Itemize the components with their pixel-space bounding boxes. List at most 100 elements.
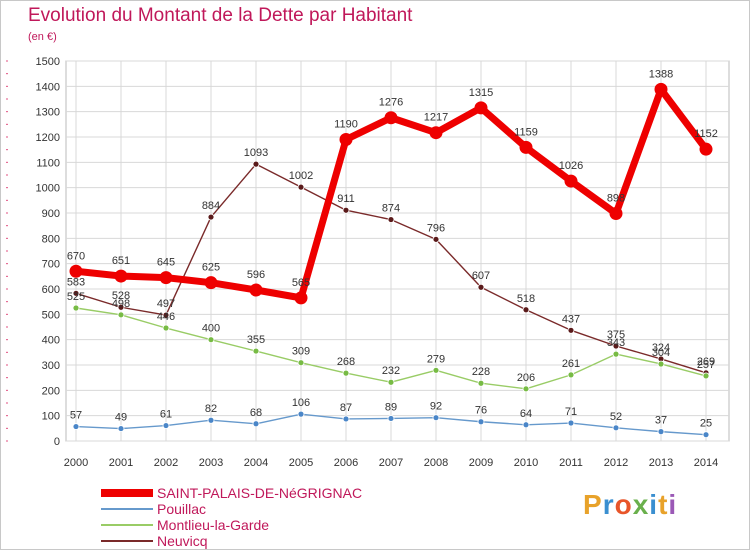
data-point xyxy=(477,418,485,426)
x-tick-label: 2002 xyxy=(154,457,178,469)
legend-label: Montlieu-la-Garde xyxy=(157,517,270,533)
data-label: 269 xyxy=(697,356,715,368)
legend-swatch xyxy=(101,524,153,526)
data-point xyxy=(567,326,575,334)
y-tick-label: 1200 xyxy=(36,132,60,144)
data-label: 89 xyxy=(385,401,397,413)
data-label: 796 xyxy=(427,222,445,234)
data-label: 76 xyxy=(475,405,487,417)
logo-letter: t xyxy=(658,489,669,520)
data-point xyxy=(297,410,305,418)
data-label: 304 xyxy=(652,347,670,359)
x-tick-label: 2009 xyxy=(469,457,493,469)
data-point xyxy=(297,183,305,191)
x-tick-label: 2005 xyxy=(289,457,313,469)
data-label: 565 xyxy=(292,277,310,289)
data-point xyxy=(474,101,488,115)
x-tick-label: 2007 xyxy=(379,457,403,469)
y-tick-label: 1300 xyxy=(36,107,60,119)
data-label: 518 xyxy=(517,293,535,305)
data-label: 1152 xyxy=(694,128,718,140)
x-tick-label: 2003 xyxy=(199,457,223,469)
data-point xyxy=(69,264,83,278)
data-label: 57 xyxy=(70,410,82,422)
y-tick-label: 1000 xyxy=(36,183,60,195)
data-point xyxy=(567,419,575,427)
data-label: 1002 xyxy=(289,170,313,182)
y-tick-label: 900 xyxy=(42,208,60,220)
data-point xyxy=(117,425,125,432)
data-point xyxy=(117,303,125,311)
y-tick-label: 0 xyxy=(54,436,60,448)
data-label: 261 xyxy=(562,358,580,370)
data-point xyxy=(702,372,710,380)
data-point xyxy=(207,213,215,221)
data-label: 37 xyxy=(655,415,667,427)
data-point xyxy=(159,271,173,285)
data-point xyxy=(612,350,620,358)
legend-label: Neuvicq xyxy=(157,533,208,549)
data-point xyxy=(387,415,395,422)
logo-letter: P xyxy=(583,489,603,520)
x-tick-label: 2011 xyxy=(559,457,583,469)
data-label: 1190 xyxy=(334,119,358,131)
data-label: 49 xyxy=(115,412,127,424)
y-tick-label: 300 xyxy=(42,360,60,372)
data-label: 670 xyxy=(67,250,85,262)
y-tick-label: 600 xyxy=(42,284,60,296)
chart-unit-label: (en €) xyxy=(28,31,57,43)
data-label: 279 xyxy=(427,353,445,365)
data-point xyxy=(72,304,80,312)
data-label: 1276 xyxy=(379,97,403,109)
data-label: 498 xyxy=(112,298,130,310)
data-point xyxy=(207,416,215,424)
data-point xyxy=(387,378,395,386)
data-label: 324 xyxy=(652,342,670,354)
y-tick-label: 800 xyxy=(42,233,60,245)
data-point xyxy=(384,111,398,125)
data-label: 375 xyxy=(607,329,625,341)
data-label: 1388 xyxy=(649,68,673,80)
legend-swatch xyxy=(101,508,153,510)
data-point xyxy=(522,306,530,314)
data-label: 355 xyxy=(247,334,265,346)
data-label: 497 xyxy=(157,298,175,310)
data-label: 607 xyxy=(472,270,490,282)
x-tick-label: 2006 xyxy=(334,457,358,469)
data-point xyxy=(477,379,485,387)
data-point xyxy=(249,283,263,297)
data-point xyxy=(567,371,575,379)
legend-swatch xyxy=(101,489,153,497)
data-label: 583 xyxy=(67,276,85,288)
logo-letter: r xyxy=(602,489,615,520)
data-point xyxy=(654,82,668,96)
data-point xyxy=(252,420,260,428)
data-label: 343 xyxy=(607,337,625,349)
data-point xyxy=(162,422,170,429)
data-label: 106 xyxy=(292,397,310,409)
legend-label: Pouillac xyxy=(157,501,207,517)
data-label: 911 xyxy=(337,193,355,205)
data-label: 437 xyxy=(562,313,580,325)
x-tick-label: 2012 xyxy=(604,457,628,469)
data-label: 64 xyxy=(520,408,532,420)
x-tick-label: 2004 xyxy=(244,457,268,469)
proxiti-logo: Proxiti xyxy=(583,489,677,521)
logo-letter: x xyxy=(632,489,650,520)
data-point xyxy=(702,431,710,439)
data-label: 596 xyxy=(247,269,265,281)
x-tick-label: 2010 xyxy=(514,457,538,469)
data-point xyxy=(297,359,305,367)
plot-area xyxy=(65,60,730,442)
data-label: 525 xyxy=(67,291,85,303)
data-point xyxy=(252,160,260,168)
data-point xyxy=(342,415,350,423)
data-point xyxy=(294,291,308,305)
data-label: 874 xyxy=(382,203,400,215)
y-tick-label: 100 xyxy=(42,411,60,423)
data-point xyxy=(342,206,350,214)
data-label: 68 xyxy=(250,407,262,419)
data-label: 71 xyxy=(565,406,577,418)
data-point xyxy=(564,174,578,188)
